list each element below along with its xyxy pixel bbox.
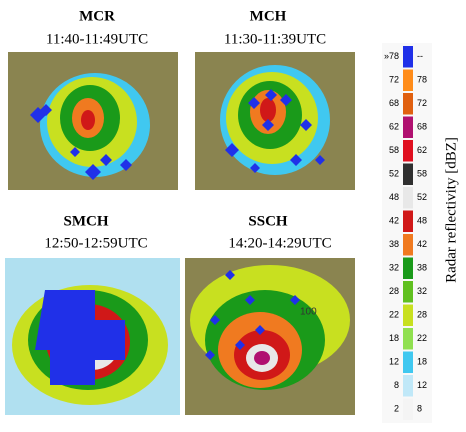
colorbar-swatch (403, 211, 413, 233)
map-label: 100 (300, 307, 317, 318)
colorbar-swatch (403, 305, 413, 327)
colorbar-tick-label: 58 (389, 145, 399, 155)
colorbar-tick-label: 18 (389, 333, 399, 343)
radar-image (8, 52, 178, 190)
colorbar-tick-label: 62 (417, 145, 427, 155)
colorbar-swatch (403, 375, 413, 397)
colorbar-tick-label: 28 (417, 310, 427, 320)
colorbar-swatch (403, 187, 413, 209)
colorbar-swatch (403, 352, 413, 374)
panel-time: 11:30-11:39UTC (224, 31, 326, 47)
radar-image (195, 52, 355, 190)
colorbar-tick-label: 42 (389, 216, 399, 226)
colorbar-swatch (403, 328, 413, 350)
colorbar-tick-label: 68 (417, 122, 427, 132)
figure: MCR 11:40-11:49UTC MCH 11:30-11:39UTC SM… (0, 0, 466, 432)
panel-time: 14:20-14:29UTC (228, 235, 331, 251)
colorbar-tick-label: 48 (417, 216, 427, 226)
colorbar-tick-label: 28 (389, 286, 399, 296)
colorbar-swatch (403, 164, 413, 186)
radar-image (5, 258, 180, 415)
colorbar-swatch (403, 281, 413, 303)
colorbar-tick-label: 38 (389, 239, 399, 249)
colorbar-tick-label: 38 (417, 263, 427, 273)
panel-title: MCR (79, 8, 115, 24)
colorbar-tick-label: 62 (389, 122, 399, 132)
colorbar-tick-label: 72 (417, 98, 427, 108)
figure-svg: MCR 11:40-11:49UTC MCH 11:30-11:39UTC SM… (0, 0, 466, 432)
colorbar-swatch (403, 46, 413, 68)
colorbar-label: Radar reflectivity [dBZ] (443, 137, 459, 283)
colorbar-swatch (403, 93, 413, 115)
colorbar-tick-label: 78 (417, 75, 427, 85)
colorbar-tick-label: 42 (417, 239, 427, 249)
colorbar-tick-label: 32 (389, 263, 399, 273)
colorbar-tick-label: 32 (417, 286, 427, 296)
panel-title: SSCH (248, 213, 288, 229)
colorbar-swatch (403, 117, 413, 139)
radar-image: 100 (185, 258, 355, 415)
colorbar-tick-label: 48 (389, 192, 399, 202)
panel-title: MCH (250, 8, 287, 24)
panel-time: 12:50-12:59UTC (44, 235, 147, 251)
colorbar-tick-label: »78 (384, 51, 399, 61)
colorbar-tick-label: 58 (417, 169, 427, 179)
colorbar-tick-label: 22 (417, 333, 427, 343)
colorbar-tick-label: 12 (417, 380, 427, 390)
colorbar-tick-label: 8 (394, 380, 399, 390)
colorbar-tick-label: -- (417, 51, 423, 61)
colorbar-swatch (403, 234, 413, 256)
colorbar: »78 -- 72 78 68 72 62 68 58 62 52 58 48 52 42 48 38 42 32 3… (382, 43, 432, 423)
colorbar-swatch (403, 258, 413, 280)
colorbar-tick-label: 68 (389, 98, 399, 108)
panel-time: 11:40-11:49UTC (46, 31, 148, 47)
colorbar-tick-label: 18 (417, 357, 427, 367)
colorbar-tick-label: 22 (389, 310, 399, 320)
panel-title: SMCH (64, 213, 109, 229)
colorbar-swatch (403, 70, 413, 92)
colorbar-swatch (403, 140, 413, 162)
colorbar-tick-label: 52 (417, 192, 427, 202)
colorbar-tick-label: 52 (389, 169, 399, 179)
colorbar-tick-label: 2 (394, 404, 399, 414)
colorbar-tick-label: 8 (417, 404, 422, 414)
colorbar-swatch (403, 399, 413, 421)
colorbar-tick-label: 72 (389, 75, 399, 85)
colorbar-tick-label: 12 (389, 357, 399, 367)
